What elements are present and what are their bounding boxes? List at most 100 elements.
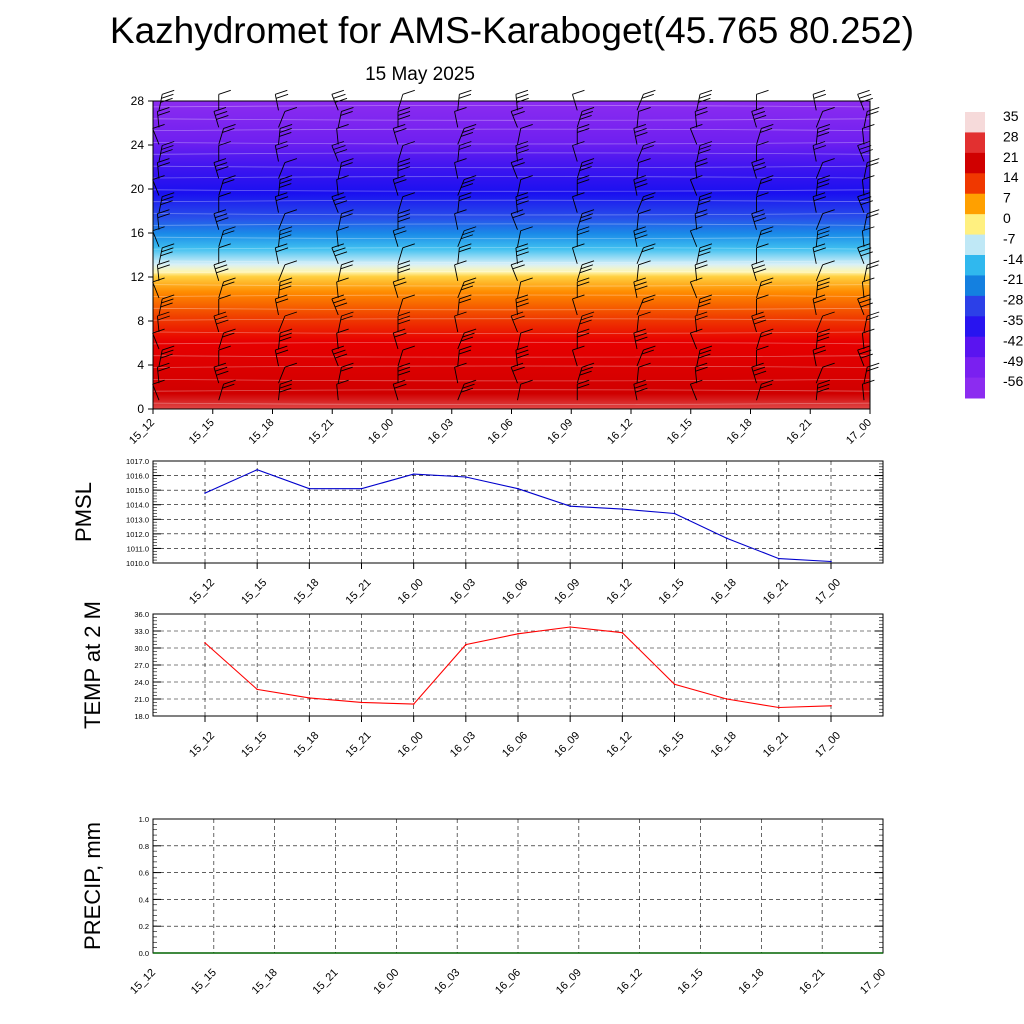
colorbar-label: -35: [1003, 312, 1023, 328]
wind-barb: [156, 260, 170, 281]
wind-barb: [218, 345, 231, 367]
y-tick-label: 1017.0: [126, 457, 149, 466]
wind-barb: [457, 141, 472, 162]
wind-barb: [218, 277, 236, 299]
x-tick-label: 16_21: [761, 730, 791, 760]
data-point: [830, 560, 832, 563]
wind-barb: [857, 141, 873, 162]
wind-barb: [397, 158, 411, 179]
wind-barb: [756, 379, 774, 401]
wind-barb: [633, 328, 648, 350]
data-point: [725, 537, 728, 540]
wind-barb: [633, 175, 648, 196]
colorbar-label: -49: [1003, 353, 1023, 369]
x-tick-label: 16_09: [554, 967, 584, 997]
wind-barb: [756, 192, 769, 213]
contour-line: [152, 355, 871, 358]
wind-barb: [336, 328, 349, 350]
wind-barb: [756, 243, 769, 264]
wind-barb: [392, 124, 407, 145]
colorbar-swatch: [965, 336, 985, 358]
wind-barb: [278, 209, 298, 230]
data-point: [621, 508, 624, 510]
x-tick-label: 16_03: [448, 577, 478, 607]
wind-barb: [861, 226, 875, 247]
wind-barb: [636, 209, 651, 230]
wind-barb: [515, 141, 529, 162]
wind-barb: [696, 89, 713, 111]
wind-barb: [815, 379, 830, 401]
wind-barb: [857, 89, 873, 111]
wind-barb: [274, 345, 289, 367]
wind-barb: [812, 141, 826, 162]
wind-barb: [863, 311, 880, 333]
contour-line: [152, 199, 871, 203]
y-tick-label: 16: [131, 226, 145, 240]
wind-barb: [636, 141, 656, 162]
wind-barb: [751, 311, 767, 333]
x-tick-label: 16_12: [604, 577, 634, 607]
x-tick-label: 15_18: [247, 417, 277, 447]
wind-barb: [815, 311, 835, 333]
x-tick-label: 16_18: [709, 730, 739, 760]
colorbar-swatch: [965, 357, 985, 379]
data-point: [569, 626, 571, 628]
contour-line: [152, 260, 871, 263]
contour-line: [152, 318, 871, 321]
y-tick-label: 30.0: [134, 644, 149, 653]
colorbar-label: 35: [1003, 108, 1019, 124]
wind-barb: [213, 362, 229, 384]
wind-barb: [815, 175, 830, 196]
wind-barb: [633, 124, 648, 145]
page-subtitle: 15 May 2025: [365, 64, 475, 85]
wind-barb: [218, 175, 236, 196]
wind-barb: [218, 226, 236, 247]
wind-barb: [696, 192, 713, 213]
wind-barb: [457, 192, 472, 213]
wind-barb: [278, 260, 298, 282]
wind-barb: [213, 311, 229, 333]
wind-barb: [636, 311, 651, 333]
wind-barb: [331, 89, 348, 111]
wind-barb: [751, 106, 767, 128]
x-tick-label: 15_12: [128, 967, 158, 997]
x-tick-label: 16_21: [761, 577, 791, 607]
wind-barb: [278, 362, 298, 384]
contour-line: [152, 105, 871, 108]
wind-barb: [694, 106, 708, 128]
wind-barb: [218, 192, 231, 213]
y-tick-label: 0.4: [139, 895, 149, 904]
x-tick-label: 16_06: [493, 967, 523, 997]
wind-barb: [812, 89, 826, 111]
wind-barb: [815, 260, 835, 282]
wind-barb: [751, 362, 767, 384]
wind-barb: [756, 294, 769, 315]
wind-barb: [158, 345, 175, 367]
contour-line: [152, 270, 871, 274]
data-point: [778, 557, 780, 560]
colorbar-swatch: [965, 316, 985, 338]
data-point: [360, 487, 363, 490]
wind-barb: [576, 175, 590, 196]
wind-barb: [517, 175, 533, 196]
data-point: [778, 706, 780, 709]
wind-barb: [576, 277, 590, 298]
y-tick-label: 1015.0: [126, 486, 149, 495]
contour-line: [152, 118, 871, 121]
wind-barb: [694, 158, 708, 179]
wind-barb: [815, 328, 830, 350]
data-point: [204, 492, 206, 494]
y-tick-label: 4: [137, 358, 144, 372]
wind-barb: [576, 106, 595, 128]
x-tick-label: 15_21: [344, 577, 374, 607]
wind-barb: [457, 226, 477, 247]
wind-barb: [278, 106, 298, 128]
x-tick-label: 16_21: [797, 967, 827, 997]
contour-line: [152, 379, 871, 382]
x-tick-label: 17_00: [844, 417, 874, 447]
data-point: [256, 688, 258, 691]
wind-barb: [397, 243, 415, 264]
x-tick-label: 15_12: [127, 417, 157, 447]
wind-barb: [572, 243, 585, 264]
wind-barb: [515, 345, 529, 367]
